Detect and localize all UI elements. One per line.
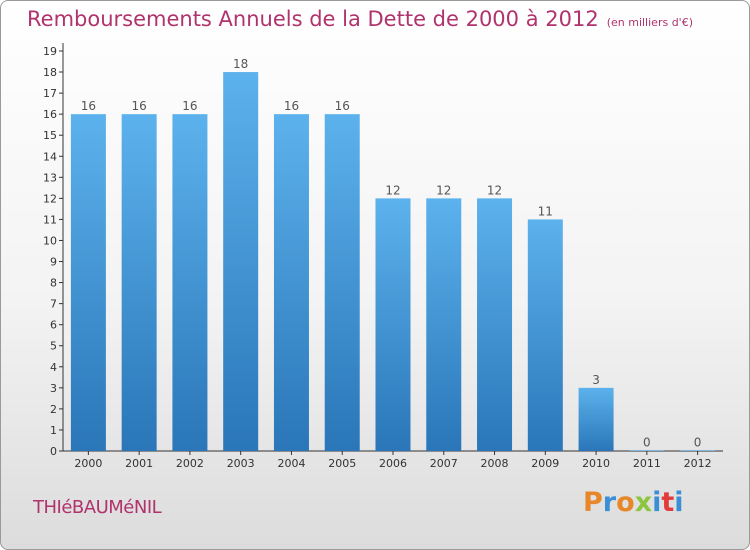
y-tick-label: 10 (43, 234, 57, 247)
x-tick-label: 2005 (328, 457, 356, 470)
bar (578, 387, 614, 451)
x-tick-label: 2007 (430, 457, 458, 470)
brand-letter: x (634, 487, 653, 518)
bar (324, 114, 360, 451)
bar-value-label: 12 (385, 183, 400, 197)
bar-value-label: 0 (694, 435, 702, 449)
bar (273, 114, 309, 451)
bar (121, 114, 157, 451)
bar (680, 450, 716, 451)
bar-value-label: 3 (592, 373, 600, 387)
bar (477, 198, 513, 451)
y-tick-label: 3 (50, 382, 57, 395)
y-tick-label: 14 (43, 150, 57, 163)
brand-letter: o (616, 487, 635, 518)
bar (375, 198, 411, 451)
y-tick-label: 18 (43, 66, 57, 79)
brand-letter: i (652, 487, 662, 518)
x-tick-label: 2004 (277, 457, 305, 470)
chart-unit: (en milliers d'€) (606, 16, 693, 29)
bar (172, 114, 208, 451)
bar-value-label: 16 (132, 99, 147, 113)
bar (629, 450, 665, 451)
y-tick-label: 5 (50, 340, 57, 353)
y-tick-label: 4 (50, 361, 57, 374)
bar (223, 72, 259, 451)
brand-logo: Proxiti (583, 487, 684, 518)
x-tick-label: 2002 (176, 457, 204, 470)
brand-letter: i (674, 487, 684, 518)
bar (527, 219, 563, 451)
bar (426, 198, 462, 451)
brand-letter: P (583, 487, 603, 518)
x-tick-label: 2000 (74, 457, 102, 470)
bars-group: 16 16 16 18 16 16 12 12 12 11 3 0 0 (70, 57, 716, 451)
y-tick-label: 9 (50, 256, 57, 269)
bar-value-label: 12 (487, 183, 502, 197)
x-axis: 2000 2001 2002 2003 2004 2005 2006 2007 2008 2009… (63, 450, 723, 470)
bar-value-label: 16 (81, 99, 96, 113)
x-tick-label: 2009 (531, 457, 559, 470)
commune-name: THIéBAUMéNIL (33, 497, 162, 518)
chart-title-text: Remboursements Annuels de la Dette de 20… (27, 7, 599, 31)
bar-value-label: 16 (182, 99, 197, 113)
y-tick-label: 7 (50, 298, 57, 311)
brand-letter: r (602, 487, 617, 518)
y-tick-label: 13 (43, 171, 57, 184)
y-tick-label: 12 (43, 192, 57, 205)
chart-title: Remboursements Annuels de la Dette de 20… (27, 7, 693, 31)
x-tick-label: 2012 (684, 457, 712, 470)
bar-value-label: 16 (284, 99, 299, 113)
x-tick-label: 2011 (633, 457, 661, 470)
bar-value-label: 11 (538, 204, 553, 218)
brand-letter: t (661, 487, 675, 518)
bar-value-label: 16 (335, 99, 350, 113)
y-tick-label: 6 (50, 319, 57, 332)
y-tick-label: 11 (43, 213, 57, 226)
x-tick-label: 2003 (227, 457, 255, 470)
bar-value-label: 0 (643, 435, 651, 449)
bar-value-label: 18 (233, 57, 248, 71)
y-tick-label: 19 (43, 45, 57, 58)
y-tick-label: 8 (50, 277, 57, 290)
x-tick-label: 2006 (379, 457, 407, 470)
x-tick-label: 2001 (125, 457, 153, 470)
y-tick-label: 15 (43, 129, 57, 142)
y-tick-label: 0 (50, 445, 57, 458)
y-tick-label: 17 (43, 87, 57, 100)
y-tick-label: 16 (43, 108, 57, 121)
bar-value-label: 12 (436, 183, 451, 197)
x-tick-label: 2008 (481, 457, 509, 470)
bar (70, 114, 106, 451)
x-tick-label: 2010 (582, 457, 610, 470)
y-tick-label: 2 (50, 403, 57, 416)
y-tick-label: 1 (50, 424, 57, 437)
